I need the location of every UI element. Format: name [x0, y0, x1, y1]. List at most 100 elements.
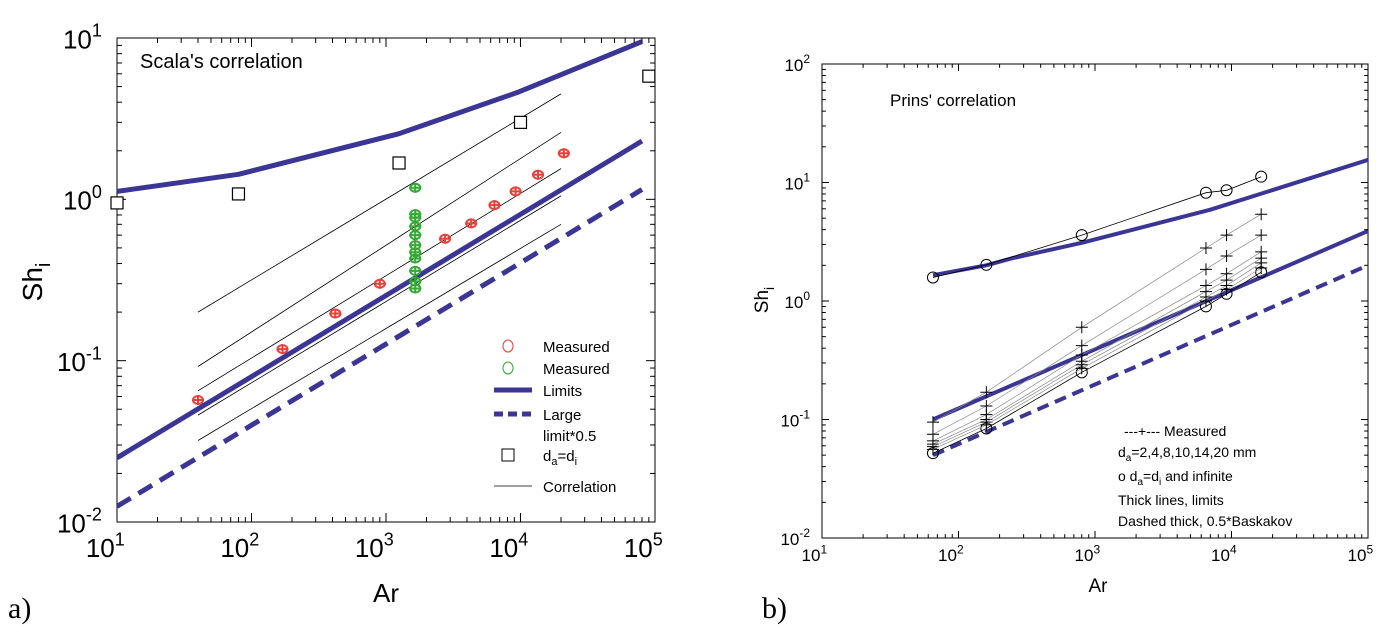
y-tick-label: 101 — [784, 171, 810, 194]
y-tick-label: 10-1 — [780, 408, 810, 431]
panel-label-a: a) — [8, 592, 31, 625]
annotation-scala: Scala's correlation — [140, 51, 303, 73]
x-tick-label: 104 — [489, 529, 528, 563]
legend-b-line: Thick lines, limits — [1118, 492, 1224, 508]
plus-point — [1199, 242, 1212, 255]
legend-b-line: da=2,4,8,10,14,20 mm — [1118, 444, 1256, 464]
legend-label: Correlation — [543, 479, 616, 496]
measured-line — [932, 234, 1262, 435]
legend-label-2: limit*0.5 — [543, 428, 596, 445]
legend-label: Limits — [543, 383, 582, 400]
circle-point — [980, 258, 993, 271]
legend-circle — [502, 361, 514, 375]
y-tick-label: 100 — [784, 289, 810, 312]
x-tick-label: 103 — [355, 529, 394, 563]
square-point — [392, 156, 406, 170]
measured-point-cross — [439, 233, 452, 244]
correlation-line — [197, 223, 562, 441]
y-tick-label: 10-2 — [57, 505, 102, 539]
plus-point — [926, 443, 939, 456]
measured-point-cross — [465, 218, 478, 229]
legend-circle — [502, 339, 514, 353]
measured-line — [932, 251, 1262, 442]
measured-line — [932, 213, 1262, 423]
plus-point — [980, 386, 993, 399]
plus-point — [1075, 362, 1088, 375]
circle-point — [1220, 184, 1233, 197]
y-tick-label: 10-1 — [57, 343, 102, 377]
plus-point — [1199, 295, 1212, 307]
measured-point-cross — [329, 308, 342, 319]
correlation-line — [197, 195, 562, 416]
limit-line — [117, 39, 643, 194]
limit-line — [117, 138, 644, 460]
circle-point — [926, 271, 939, 284]
legend-label: Measured — [543, 339, 610, 356]
plot-area — [926, 157, 1368, 460]
measured-point-cross — [409, 209, 422, 220]
y-axis-label-a: Shi — [17, 263, 55, 302]
measured-point-cross — [409, 230, 422, 241]
legend-b-line: Dashed thick, 0.5*Baskakov — [1118, 513, 1292, 529]
plus-point — [1255, 261, 1268, 274]
panel-label-b: b) — [762, 592, 787, 625]
correlation-line — [197, 132, 562, 367]
measured-line — [932, 267, 1262, 450]
y-axis-label-b: Shi — [752, 287, 777, 313]
dashed-limit-line — [932, 263, 1368, 458]
x-tick-label: 102 — [938, 542, 964, 565]
measured-point-cross — [557, 148, 570, 159]
measured-point-cross — [509, 186, 522, 197]
plus-point — [1255, 208, 1268, 221]
circle-point — [1075, 229, 1088, 242]
x-tick-label: 101 — [86, 529, 125, 563]
measured-point-cross — [409, 265, 422, 276]
square-point — [110, 196, 124, 210]
x-tick-label: 102 — [220, 529, 259, 563]
plot-area — [117, 39, 644, 509]
measured-point-cross — [276, 344, 289, 355]
y-tick-label: 100 — [63, 182, 102, 216]
plus-point — [980, 418, 993, 431]
panel-a-chart: Scala's correlation Ar Shi a) MeasuredMe… — [8, 21, 663, 625]
measured-point-cross — [532, 169, 545, 180]
circle-series-line — [932, 271, 1262, 454]
x-tick-label: 103 — [1075, 542, 1101, 565]
x-tick-label: 101 — [802, 542, 828, 565]
limit-line — [932, 229, 1368, 422]
circle-point — [1199, 186, 1212, 199]
x-tick-label: 105 — [624, 529, 663, 563]
measured-point-cross — [373, 278, 386, 289]
legend-b: ---+--- Measured da=2,4,8,10,14,20 mm o da… — [1118, 423, 1292, 529]
legend-a: Measured Measured Limits Large limit*0.5 da=d… — [494, 339, 616, 496]
panel-b-chart: Prins' correlation Ar Shi b) ---+--- Mea… — [752, 52, 1373, 625]
legend-b-line: ---+--- Measured — [1124, 423, 1226, 439]
measured-line — [932, 257, 1262, 445]
measured-point-cross — [409, 276, 422, 287]
measured-point-cross — [191, 395, 204, 406]
correlation-line — [197, 93, 562, 313]
x-axis-label-b: Ar — [1089, 576, 1109, 597]
y-tick-label: 102 — [784, 52, 810, 75]
x-tick-label: 104 — [1211, 542, 1237, 565]
plus-point — [1220, 249, 1233, 262]
measured-point-cross — [409, 221, 422, 232]
plus-point — [1220, 283, 1233, 296]
x-axis-label-a: Ar — [373, 578, 399, 608]
x-tick-label: 105 — [1348, 542, 1374, 565]
measured-point-cross — [409, 182, 422, 193]
square-point — [642, 69, 656, 83]
y-tick-label: 101 — [63, 21, 102, 55]
circle-series-line — [932, 176, 1262, 278]
plus-point — [1220, 229, 1233, 242]
legend-label: da=di — [543, 448, 577, 468]
measured-line — [932, 262, 1262, 448]
circle-point — [1255, 170, 1268, 183]
measured-point-cross — [409, 240, 422, 251]
measured-point-cross — [488, 200, 501, 211]
legend-b-line: o da=di and infinite — [1118, 468, 1233, 488]
annotation-prins: Prins' correlation — [890, 91, 1016, 110]
plus-point — [1199, 263, 1212, 276]
square-point — [513, 115, 528, 129]
